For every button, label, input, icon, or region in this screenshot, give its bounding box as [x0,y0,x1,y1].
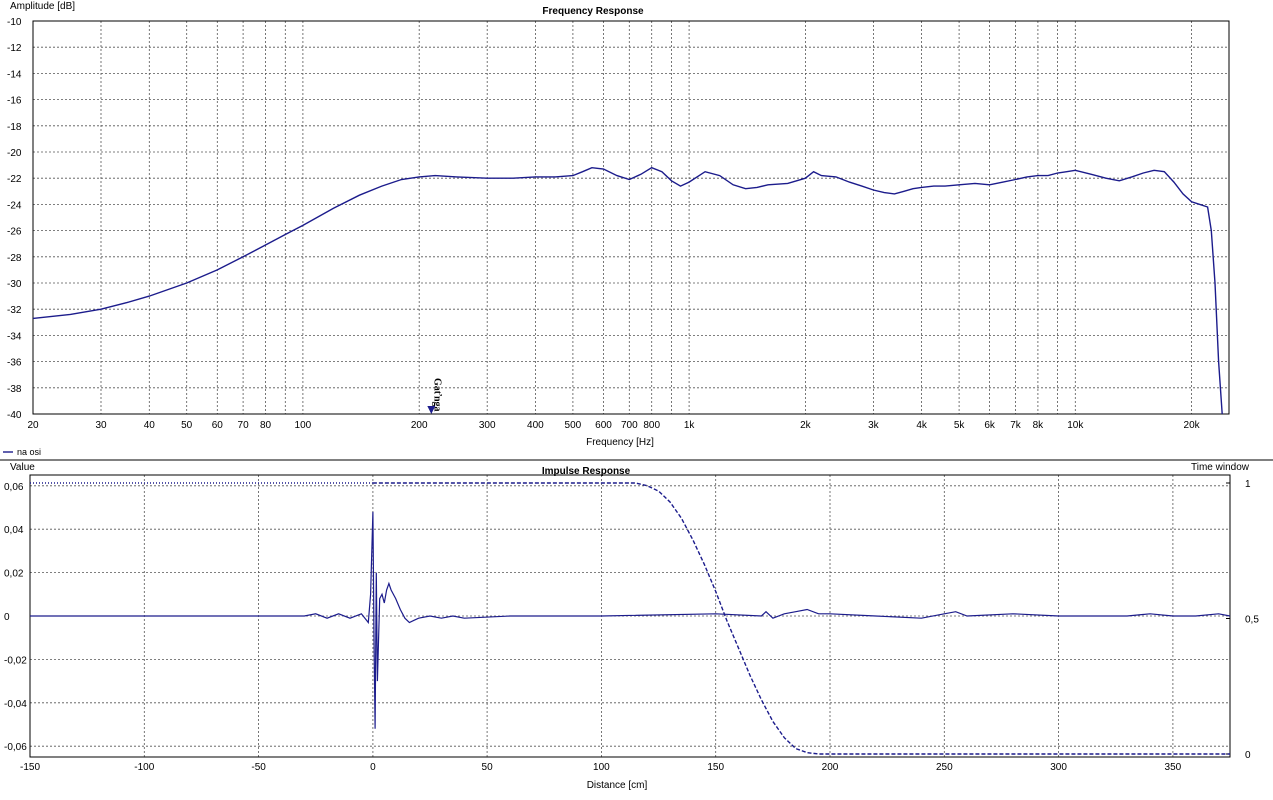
fr-x-tick-label: 700 [621,420,638,431]
fr-x-tick-label: 300 [479,420,496,431]
fr-x-tick-label: 20k [1184,420,1201,431]
ir-y-tick-label: -0,04 [4,699,27,710]
fr-y-tick-label: -28 [7,253,22,264]
ir-y-tick-label: 0,06 [4,482,24,493]
fr-marker: Gaťnga [427,378,442,414]
fr-y-tick-label: -10 [7,17,22,28]
fr-grid [32,20,1229,415]
fr-y-tick-label: -34 [7,331,22,342]
ir-x-tick-label: 300 [1050,762,1067,773]
fr-x-tick-label: 200 [411,420,428,431]
ir-x-tick-label: -100 [134,762,154,773]
fr-y-ticks: -10 -12 -14 -16 -18 -20 -22 -24 -26 -28 -30 -32 -34 -… [7,17,22,421]
fr-x-tick-label: 6k [984,420,996,431]
fr-x-tick-label: 4k [916,420,928,431]
fr-y-tick-label: -32 [7,305,22,316]
fr-x-tick-label: 10k [1067,420,1084,431]
frequency-response-chart: Frequency Response Amplitude [dB] Freque… [3,1,1230,457]
ir-series-line-time-window [372,482,1230,755]
ir-x-tick-label: 50 [482,762,494,773]
fr-x-tick-label: 40 [144,420,156,431]
ir-x-tick-label: -50 [251,762,266,773]
fr-y-tick-label: -38 [7,384,22,395]
fr-plot-frame [32,20,1230,415]
fr-marker-label: Gaťnga [431,378,442,412]
fr-y-tick-label: -14 [7,69,22,80]
fr-x-tick-label: 30 [95,420,107,431]
fr-y-tick-label: -24 [7,200,22,211]
fr-y-tick-label: -26 [7,227,22,238]
ir-y2-ticks: 10,50 [1226,479,1259,761]
ir-y-tick-label: 0,04 [4,525,24,536]
fr-x-tick-label: 70 [238,420,250,431]
ir-x-ticks: -150 -100 -50 0 50 100 150 200 250 300 350 [20,762,1182,773]
fr-x-tick-label: 100 [295,420,312,431]
fr-x-tick-label: 2k [800,420,812,431]
fr-x-tick-label: 60 [212,420,224,431]
fr-x-tick-label: 80 [260,420,272,431]
fr-x-tick-label: 800 [643,420,660,431]
fr-x-tick-label: 600 [595,420,612,431]
legend: na osi [3,447,41,457]
ir-x-tick-label: 150 [707,762,724,773]
ir-x-tick-label: 100 [593,762,610,773]
ir-x-tick-label: 200 [822,762,839,773]
fr-x-tick-label: 500 [565,420,582,431]
ir-y2-tick-label: 0,5 [1245,615,1259,626]
fr-x-tick-label: 400 [527,420,544,431]
ir-y2-tick-label: 0 [1245,750,1251,761]
ir-x-tick-label: 350 [1165,762,1182,773]
fr-y-tick-label: -20 [7,148,22,159]
fr-x-tick-label: 7k [1010,420,1022,431]
fr-y-tick-label: -16 [7,96,22,107]
ir-y-tick-label: -0,06 [4,742,27,753]
ir-y-ticks: 0,06 0,04 0,02 0 -0,02 -0,04 -0,06 [4,482,27,753]
ir-y-axis-label: Value [10,462,35,473]
ir-y-tick-label: -0,02 [4,655,27,666]
ir-y-tick-label: 0,02 [4,569,24,580]
ir-x-tick-label: 0 [370,762,376,773]
fr-y-tick-label: -12 [7,43,22,54]
fr-x-ticks: 20 30 40 50 60 70 80 100 200 300 400 500 600 700 800 1k… [27,420,1200,431]
legend-label-na-osi: na osi [17,447,41,457]
ir-y2-tick-label: 1 [1245,479,1251,490]
ir-x-tick-label: 250 [936,762,953,773]
fr-x-tick-label: 50 [181,420,193,431]
fr-y-tick-label: -22 [7,174,22,185]
fr-x-tick-label: 3k [868,420,880,431]
fr-x-axis-label: Frequency [Hz] [586,437,654,448]
fr-x-tick-label: 5k [954,420,966,431]
ir-x-tick-label: -150 [20,762,40,773]
fr-y-tick-label: -30 [7,279,22,290]
impulse-response-chart: Impulse Response Value Time window Dista… [4,462,1259,791]
fr-y-axis-label: Amplitude [dB] [10,1,75,12]
ir-x-axis-label: Distance [cm] [587,780,648,791]
fr-y-tick-label: -36 [7,358,22,369]
fr-y-tick-label: -40 [7,410,22,421]
ir-y-tick-label: 0 [4,612,10,623]
fr-x-tick-label: 1k [684,420,696,431]
ir-y2-axis-label: Time window [1191,462,1250,473]
fr-x-tick-label: 8k [1033,420,1045,431]
fr-marker-arrow-icon [427,406,436,414]
fr-series-line-na-osi [32,166,1223,415]
fr-y-tick-label: -18 [7,122,22,133]
ir-series-line-impulse [30,511,1231,729]
fr-title: Frequency Response [542,6,644,17]
ir-title: Impulse Response [542,466,631,477]
fr-x-tick-label: 20 [27,420,39,431]
